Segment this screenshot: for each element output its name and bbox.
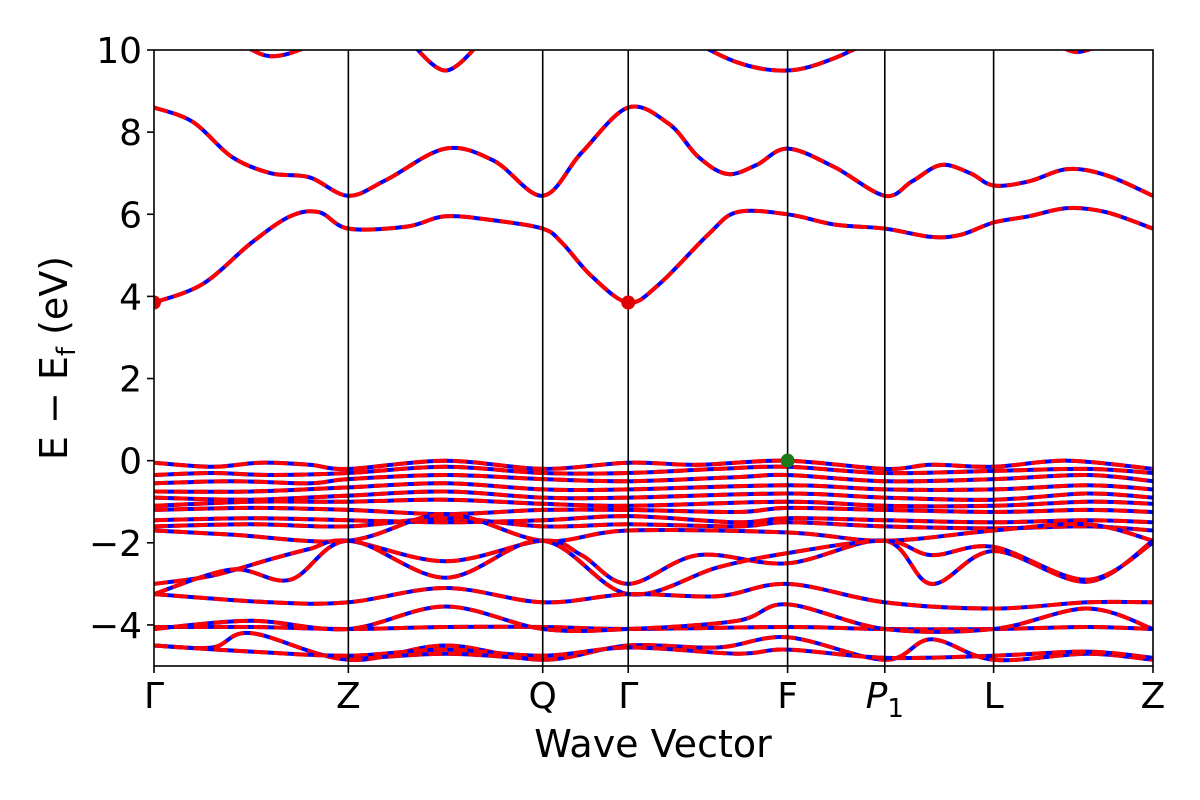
ytick-label-1: −2 xyxy=(89,524,142,565)
band-22-spin-up xyxy=(154,643,1153,661)
xtick-label-3: Γ xyxy=(618,676,638,717)
band-0-spin-up xyxy=(154,205,1153,305)
xtick-label-7: Z xyxy=(1141,676,1166,717)
xtick-label-2: Q xyxy=(529,676,557,717)
ytick-label-0: −4 xyxy=(89,606,142,647)
band-13-spin-up xyxy=(154,514,1153,525)
xtick-label-5-main: P xyxy=(866,676,888,717)
y-axis-label-sub: f xyxy=(52,346,82,356)
band-23-spin-up xyxy=(348,651,543,662)
band-4-spin-up xyxy=(705,50,858,73)
ytick-label-6: 8 xyxy=(119,113,142,154)
band-3-spin-up xyxy=(415,50,476,73)
ytick-label-4: 4 xyxy=(119,277,142,318)
y-axis-label: E − Ef (eV) xyxy=(32,256,82,460)
band-9-spin-up xyxy=(154,481,1153,494)
cbm-marker-0 xyxy=(154,295,161,310)
band-11-spin-up xyxy=(154,497,1153,509)
ytick-label-5: 6 xyxy=(119,195,142,236)
xtick-label-1: Z xyxy=(336,676,361,717)
ytick-label-7: 10 xyxy=(96,31,142,72)
band-16-spin-up xyxy=(154,538,1153,586)
xtick-label-4: F xyxy=(777,676,798,717)
band-12-spin-up xyxy=(154,505,1153,517)
band-1-spin-up xyxy=(154,104,1153,199)
band-5-spin-up xyxy=(1063,50,1094,55)
band-21-spin-down xyxy=(154,631,1153,663)
xtick-label-0: Γ xyxy=(144,676,164,717)
xtick-label-5-sub: 1 xyxy=(887,694,904,724)
kpath-lines xyxy=(347,50,995,666)
band-10-spin-up xyxy=(154,489,1153,502)
ytick-label-3: 2 xyxy=(119,360,142,401)
y-axis-label-unit: (eV) xyxy=(32,256,76,347)
x-axis-label: Wave Vector xyxy=(534,722,772,766)
plot-frame xyxy=(153,49,1154,667)
y-axis-ticks: −4 −2 0 2 4 6 8 10 xyxy=(89,31,154,647)
ytick-label-2: 0 xyxy=(119,442,142,483)
extrema-markers xyxy=(154,295,795,468)
band-18-spin-up xyxy=(154,581,1153,611)
xtick-label-6: L xyxy=(984,676,1004,717)
x-axis-ticks: Γ Z Q Γ F P1 L Z xyxy=(144,666,1165,724)
vbm-marker-2 xyxy=(780,453,795,468)
y-axis-label-main: E − E xyxy=(32,356,76,460)
band-6-spin-up xyxy=(154,458,1153,471)
band-2-spin-up xyxy=(247,50,305,59)
xtick-label-5: P1 xyxy=(866,676,904,724)
cbm-marker-1 xyxy=(621,295,636,310)
